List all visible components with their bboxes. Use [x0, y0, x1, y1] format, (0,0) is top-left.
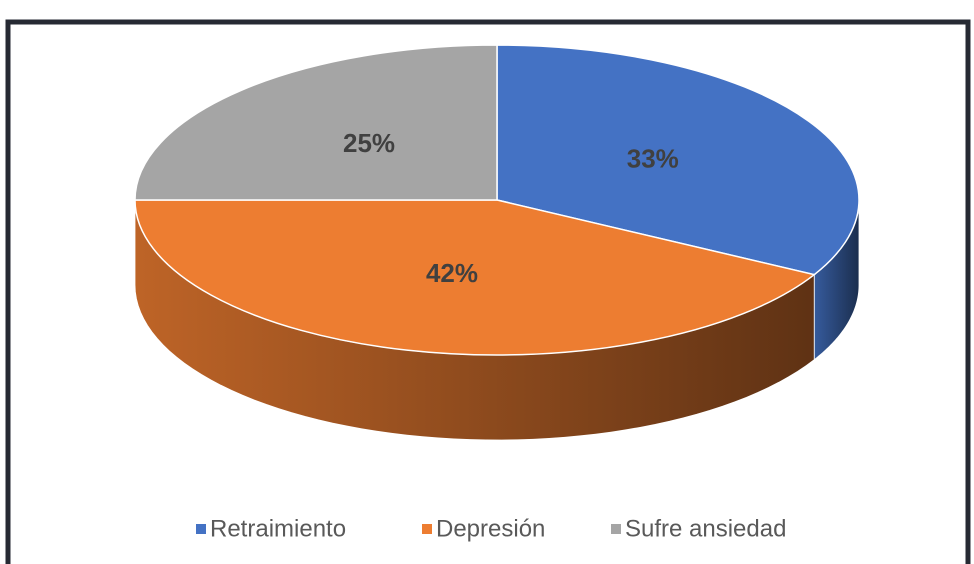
- legend-label: Retraimiento: [210, 515, 346, 542]
- legend-swatch: [611, 524, 621, 534]
- slice: [134, 199, 816, 356]
- slice: [134, 44, 498, 201]
- slice: [496, 44, 860, 276]
- data-label: 42%: [426, 258, 478, 288]
- legend-swatch: [422, 524, 432, 534]
- legend-swatch: [196, 524, 206, 534]
- data-label: 33%: [627, 143, 679, 173]
- legend-label: Depresión: [436, 515, 545, 542]
- legend-label: Sufre ansiedad: [625, 515, 786, 542]
- data-label: 25%: [343, 128, 395, 158]
